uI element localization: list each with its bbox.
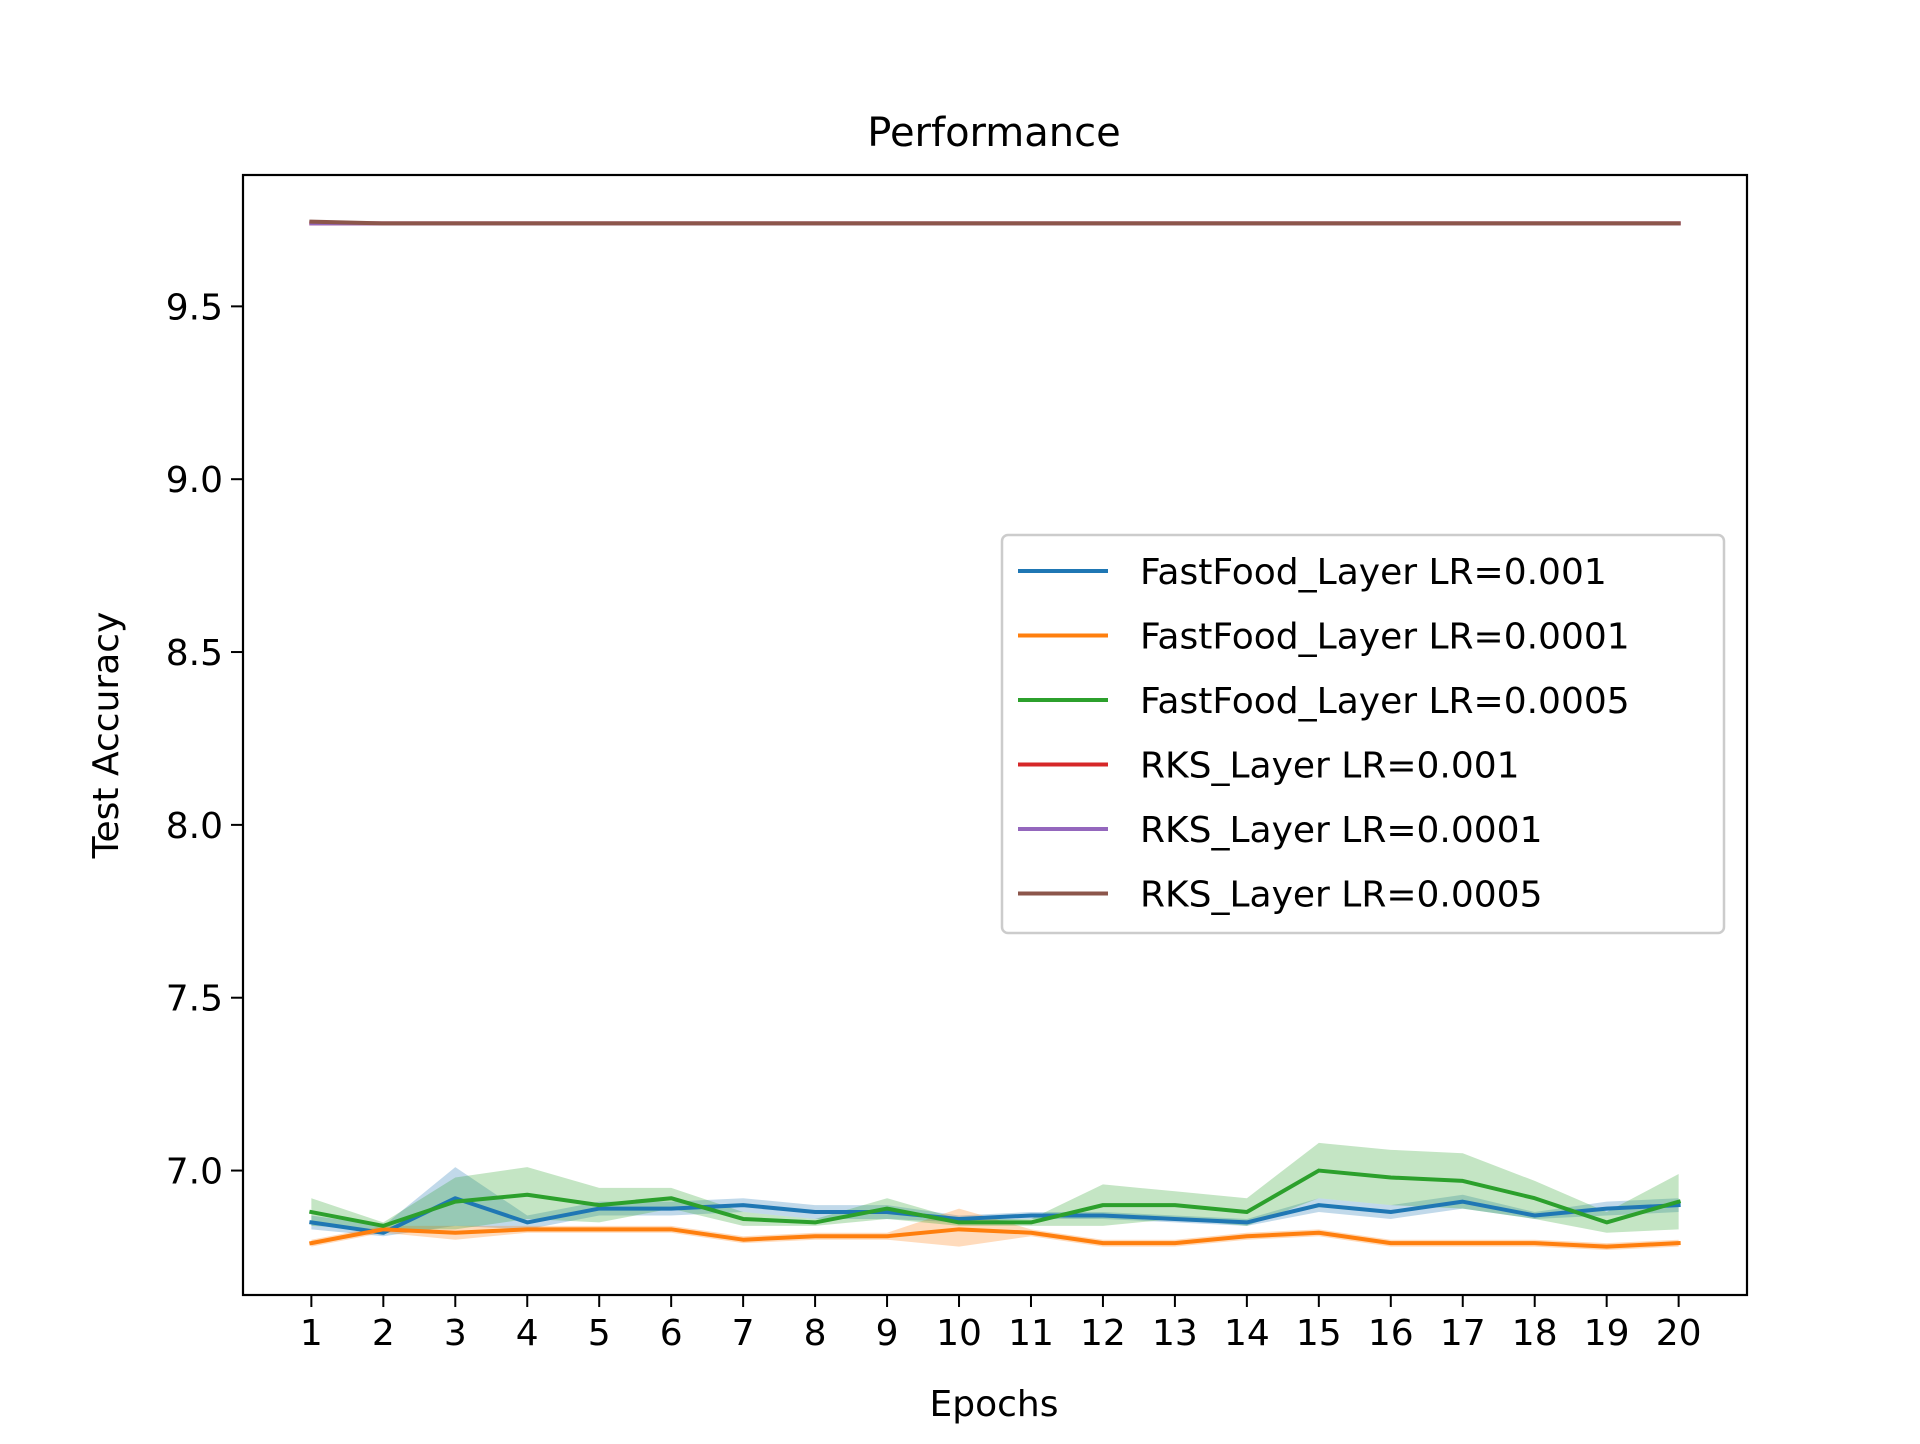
legend-label: RKS_Layer LR=0.0005 — [1140, 875, 1543, 916]
y-tick-label: 9.0 — [166, 460, 223, 501]
x-tick-label: 11 — [1008, 1313, 1054, 1354]
x-tick-label: 9 — [876, 1313, 899, 1354]
y-axis: 7.0 7.5 8.0 8.5 9.0 9.5 — [166, 287, 243, 1193]
x-tick-label: 19 — [1584, 1313, 1630, 1354]
x-tick-label: 7 — [732, 1313, 755, 1354]
legend-label: RKS_Layer LR=0.001 — [1140, 746, 1520, 787]
x-tick-label: 20 — [1656, 1313, 1702, 1354]
x-tick-label: 14 — [1224, 1313, 1270, 1354]
legend: FastFood_Layer LR=0.001 FastFood_Layer LR… — [1000, 533, 1726, 935]
y-tick-label: 9.5 — [166, 287, 223, 328]
x-tick-label: 10 — [936, 1313, 982, 1354]
legend-label: FastFood_Layer LR=0.0001 — [1140, 617, 1630, 658]
y-tick-label: 7.5 — [166, 979, 223, 1020]
x-tick-label: 13 — [1152, 1313, 1198, 1354]
x-tick-label: 3 — [444, 1313, 467, 1354]
x-tick-label: 6 — [660, 1313, 683, 1354]
legend-label: FastFood_Layer LR=0.001 — [1140, 552, 1607, 593]
series-line-2 — [309, 1168, 1682, 1228]
x-tick-label: 8 — [804, 1313, 827, 1354]
series-line-5 — [309, 219, 1681, 226]
x-tick-label: 5 — [588, 1313, 611, 1354]
x-tick-label: 1 — [300, 1313, 323, 1354]
chart-title: Performance — [867, 110, 1120, 156]
x-tick-label: 16 — [1368, 1313, 1414, 1354]
series-lines — [309, 219, 1682, 1249]
x-tick-label: 12 — [1080, 1313, 1126, 1354]
x-tick-label: 17 — [1440, 1313, 1486, 1354]
legend-label: RKS_Layer LR=0.0001 — [1140, 810, 1543, 851]
x-axis: 1 2 3 4 5 6 7 8 9 10 11 12 13 14 15 16 17 18 19 20 — [300, 1295, 1702, 1354]
series-line-0 — [309, 1196, 1681, 1235]
x-tick-label: 2 — [372, 1313, 395, 1354]
plot-frame — [241, 173, 1749, 1297]
legend-box — [1000, 533, 1726, 935]
x-axis-label: Epochs — [930, 1384, 1059, 1425]
legend-items: FastFood_Layer LR=0.001 FastFood_Layer LR… — [1018, 552, 1630, 916]
y-axis-label: Test Accuracy — [86, 612, 127, 860]
confidence-band-0 — [311, 1167, 1679, 1237]
x-tick-label: 18 — [1512, 1313, 1558, 1354]
y-tick-label: 8.5 — [166, 633, 223, 674]
y-tick-label: 7.0 — [166, 1152, 223, 1193]
series-line-1 — [309, 1227, 1681, 1249]
y-tick-label: 8.0 — [166, 806, 223, 847]
x-tick-label: 4 — [516, 1313, 539, 1354]
x-tick-label: 15 — [1296, 1313, 1342, 1354]
legend-label: FastFood_Layer LR=0.0005 — [1140, 681, 1630, 722]
